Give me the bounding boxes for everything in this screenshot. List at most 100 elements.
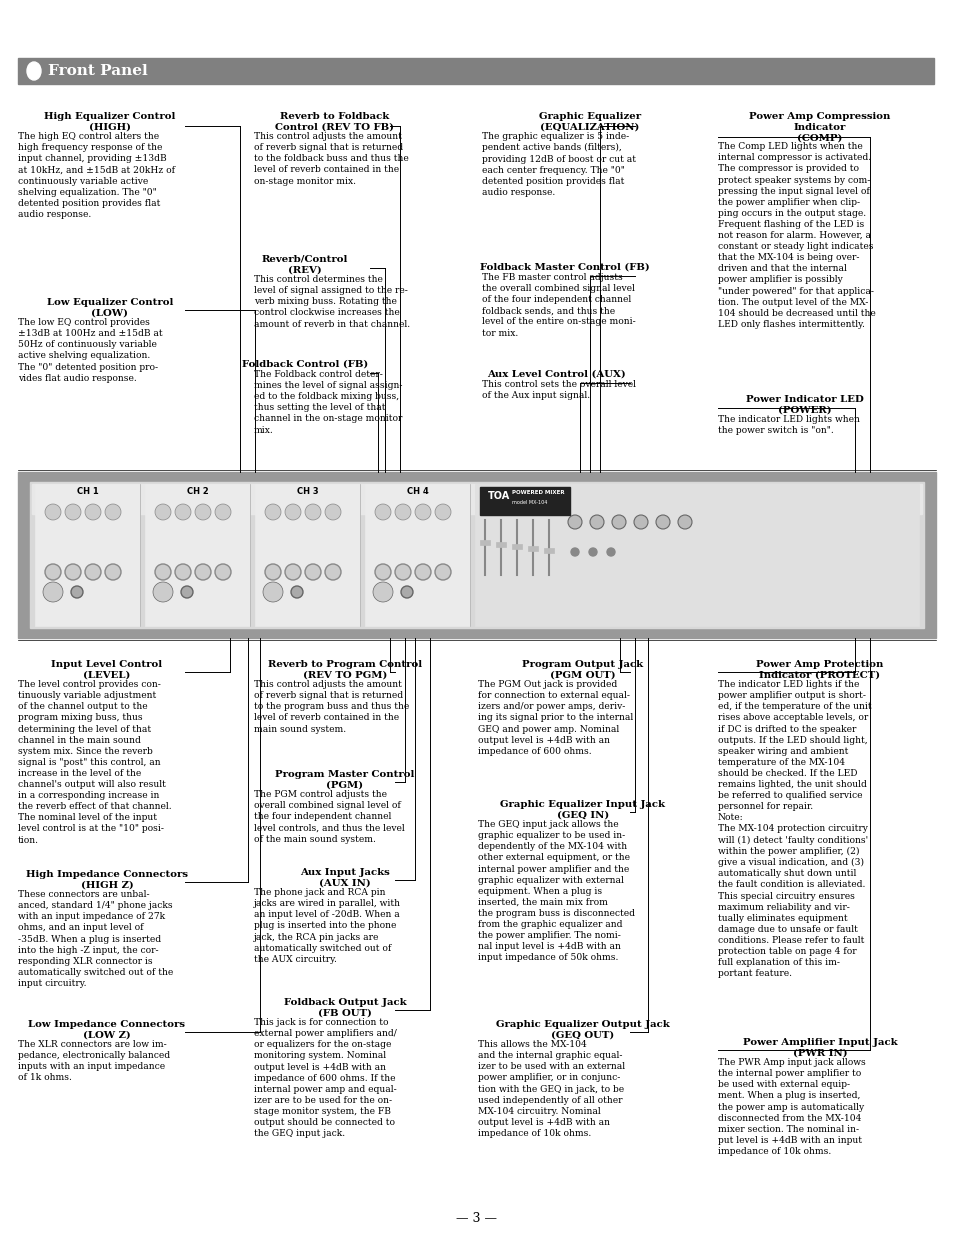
Text: This control adjusts the amount
of reverb signal that is returned
to the program: This control adjusts the amount of rever… <box>253 680 409 734</box>
Text: Graphic Equalizer Output Jack
(GEQ OUT): Graphic Equalizer Output Jack (GEQ OUT) <box>496 1020 669 1040</box>
Circle shape <box>285 504 301 520</box>
Circle shape <box>154 564 171 580</box>
Circle shape <box>214 504 231 520</box>
Bar <box>365 484 470 626</box>
Circle shape <box>305 564 320 580</box>
Circle shape <box>45 504 61 520</box>
Text: This jack is for connection to
external power amplifiers and/
or equalizers for : This jack is for connection to external … <box>253 1018 396 1139</box>
Text: This control determines the
level of signal assigned to the re-
verb mixing buss: This control determines the level of sig… <box>253 275 410 329</box>
Text: The Comp LED lights when the
internal compressor is activated.
The compressor is: The Comp LED lights when the internal co… <box>718 142 875 329</box>
Text: High Equalizer Control
(HIGH): High Equalizer Control (HIGH) <box>44 112 175 132</box>
Text: The PWR Amp input jack allows
the internal power amplifier to
be used with exter: The PWR Amp input jack allows the intern… <box>718 1058 864 1156</box>
Text: The high EQ control alters the
high frequency response of the
input channel, pro: The high EQ control alters the high freq… <box>18 132 175 219</box>
Text: These connectors are unbal-
anced, standard 1/4" phone jacks
with an input imped: These connectors are unbal- anced, stand… <box>18 890 173 988</box>
Text: Power Amplifier Input Jack
(PWR IN): Power Amplifier Input Jack (PWR IN) <box>741 1037 897 1057</box>
Text: The indicator LED lights when
the power switch is "on".: The indicator LED lights when the power … <box>718 415 859 435</box>
Text: Program Master Control
(PGM): Program Master Control (PGM) <box>275 769 415 789</box>
Text: CH 3: CH 3 <box>296 488 318 496</box>
Circle shape <box>71 585 83 598</box>
Bar <box>18 472 935 638</box>
Circle shape <box>375 504 391 520</box>
Circle shape <box>305 504 320 520</box>
Text: model MX-104: model MX-104 <box>512 500 547 505</box>
Text: Reverb/Control
(REV): Reverb/Control (REV) <box>261 254 348 274</box>
Text: Input Level Control
(LEVEL): Input Level Control (LEVEL) <box>51 659 162 679</box>
Bar <box>479 540 490 545</box>
Circle shape <box>435 504 451 520</box>
Text: Foldback Control (FB): Foldback Control (FB) <box>242 359 368 369</box>
Circle shape <box>395 564 411 580</box>
Circle shape <box>85 564 101 580</box>
Circle shape <box>174 564 191 580</box>
Text: CH 1: CH 1 <box>76 488 98 496</box>
Bar <box>254 484 359 626</box>
Text: This control adjusts the amount
of reverb signal that is returned
to the foldbac: This control adjusts the amount of rever… <box>253 132 408 185</box>
Circle shape <box>174 504 191 520</box>
Circle shape <box>214 564 231 580</box>
Circle shape <box>45 564 61 580</box>
Circle shape <box>152 582 172 601</box>
Bar <box>145 484 250 626</box>
Text: Front Panel: Front Panel <box>48 64 148 78</box>
Circle shape <box>265 564 281 580</box>
Text: The PGM Out jack is provided
for connection to external equal-
izers and/or powe: The PGM Out jack is provided for connect… <box>477 680 633 756</box>
Text: The GEQ input jack allows the
graphic equalizer to be used in-
dependently of th: The GEQ input jack allows the graphic eq… <box>477 820 635 962</box>
Circle shape <box>105 564 121 580</box>
Text: TOA: TOA <box>488 492 510 501</box>
Text: CH 2: CH 2 <box>187 488 208 496</box>
Text: Program Output Jack
(PGM OUT): Program Output Jack (PGM OUT) <box>522 659 643 679</box>
Circle shape <box>415 504 431 520</box>
Circle shape <box>395 504 411 520</box>
Text: Foldback Master Control (FB): Foldback Master Control (FB) <box>479 263 649 272</box>
Text: The indicator LED lights if the
power amplifier output is short-
ed, if the temp: The indicator LED lights if the power am… <box>718 680 871 978</box>
Circle shape <box>634 515 647 529</box>
Text: Foldback Output Jack
(FB OUT): Foldback Output Jack (FB OUT) <box>283 998 406 1018</box>
Circle shape <box>181 585 193 598</box>
Circle shape <box>194 504 211 520</box>
Text: Aux Input Jacks
(AUX IN): Aux Input Jacks (AUX IN) <box>300 868 390 888</box>
Circle shape <box>571 548 578 556</box>
Circle shape <box>325 504 340 520</box>
Circle shape <box>435 564 451 580</box>
Bar <box>35 484 140 626</box>
Text: CH 4: CH 4 <box>406 488 428 496</box>
Text: Low Impedance Connectors
(LOW Z): Low Impedance Connectors (LOW Z) <box>29 1020 185 1040</box>
Bar <box>543 548 554 553</box>
Text: The PGM control adjusts the
overall combined signal level of
the four independen: The PGM control adjusts the overall comb… <box>253 790 404 844</box>
Text: Aux Level Control (AUX): Aux Level Control (AUX) <box>486 370 625 379</box>
Circle shape <box>400 585 413 598</box>
Bar <box>475 484 918 626</box>
Text: Power Indicator LED
(POWER): Power Indicator LED (POWER) <box>745 395 863 415</box>
Text: The XLR connectors are low im-
pedance, electronically balanced
inputs with an i: The XLR connectors are low im- pedance, … <box>18 1040 170 1082</box>
Circle shape <box>588 548 597 556</box>
Bar <box>496 542 505 547</box>
Text: Low Equalizer Control
(LOW): Low Equalizer Control (LOW) <box>47 298 173 317</box>
Circle shape <box>375 564 391 580</box>
Circle shape <box>678 515 691 529</box>
Text: The graphic equalizer is 5 inde-
pendent active bands (filters),
providing 12dB : The graphic equalizer is 5 inde- pendent… <box>481 132 636 196</box>
Text: This control sets the overall level
of the Aux input signal.: This control sets the overall level of t… <box>481 380 636 400</box>
Circle shape <box>263 582 283 601</box>
Text: The level control provides con-
tinuously variable adjustment
of the channel out: The level control provides con- tinuousl… <box>18 680 172 845</box>
Circle shape <box>154 504 171 520</box>
Circle shape <box>656 515 669 529</box>
Circle shape <box>567 515 581 529</box>
Bar <box>32 484 921 514</box>
Bar <box>18 58 933 84</box>
Circle shape <box>373 582 393 601</box>
Circle shape <box>105 504 121 520</box>
Text: Power Amp Protection
Indicator (PROTECT): Power Amp Protection Indicator (PROTECT) <box>756 659 882 679</box>
Text: This allows the MX-104
and the internal graphic equal-
izer to be used with an e: This allows the MX-104 and the internal … <box>477 1040 624 1137</box>
Circle shape <box>325 564 340 580</box>
Text: The Foldback control deter-
mines the level of signal assign-
ed to the foldback: The Foldback control deter- mines the le… <box>253 370 402 435</box>
Text: The FB master control adjusts
the overall combined signal level
of the four inde: The FB master control adjusts the overal… <box>481 273 635 337</box>
Text: High Impedance Connectors
(HIGH Z): High Impedance Connectors (HIGH Z) <box>26 869 188 889</box>
Circle shape <box>85 504 101 520</box>
Circle shape <box>589 515 603 529</box>
Circle shape <box>291 585 303 598</box>
Circle shape <box>194 564 211 580</box>
Bar <box>512 543 521 550</box>
Circle shape <box>285 564 301 580</box>
Text: — 3 —: — 3 — <box>456 1212 497 1224</box>
Text: Power Amp Compression
Indicator
(COMP): Power Amp Compression Indicator (COMP) <box>748 112 890 142</box>
